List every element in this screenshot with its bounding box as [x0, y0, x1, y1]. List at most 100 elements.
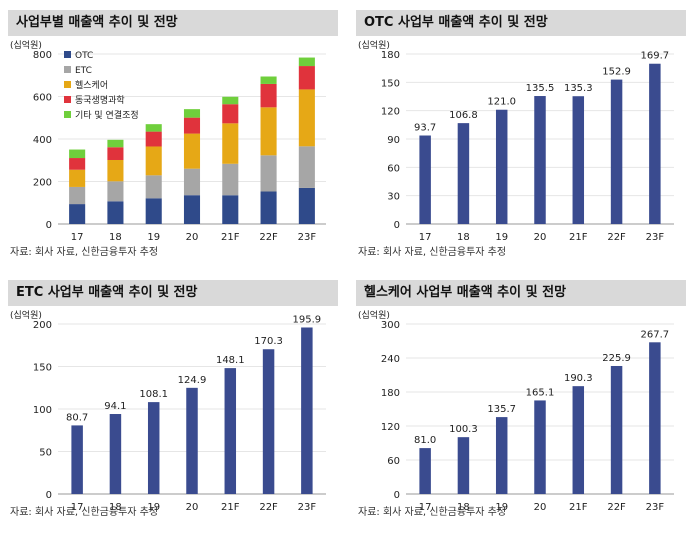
data-label: 124.9 [178, 375, 207, 386]
data-label: 225.9 [602, 353, 631, 364]
bar [572, 96, 585, 224]
y-tick-label: 120 [381, 422, 400, 433]
bar-segment [107, 159, 124, 182]
x-tick-label: 19 [495, 502, 508, 513]
x-tick-label: 18 [109, 502, 122, 513]
bar-segment [183, 168, 201, 196]
panel-title: 사업부별 매출액 추이 및 전망 [8, 10, 338, 36]
panel-title: ETC 사업부 매출액 추이 및 전망 [8, 280, 338, 306]
bar [649, 342, 661, 494]
x-tick-label: 23F [646, 502, 665, 513]
bar [572, 386, 585, 494]
y-tick-label: 240 [381, 354, 400, 365]
x-tick-label: 17 [71, 502, 84, 513]
data-label: 135.3 [564, 83, 593, 94]
bar [419, 448, 431, 494]
bar-segment [107, 181, 124, 202]
y-tick-label: 600 [33, 93, 52, 104]
bar [534, 400, 546, 494]
x-tick-label: 19 [147, 232, 160, 243]
y-tick-label: 100 [33, 405, 52, 416]
legend-label: OTC [75, 51, 93, 61]
bar-segment [260, 83, 277, 108]
legend-label: 기타 및 연결조정 [75, 109, 139, 121]
bar-segment [69, 149, 86, 159]
bar [186, 387, 198, 494]
bar [301, 327, 313, 494]
x-tick-label: 17 [419, 502, 432, 513]
legend-swatch [64, 51, 71, 58]
bar-segment [145, 175, 162, 199]
data-label: 190.3 [564, 373, 593, 384]
chart-etc-sales: (십억원) 0 50 100 150 200 80.7 17 94.1 18 108.1 19 124.… [10, 309, 326, 513]
y-axis-unit-label: (십억원) [358, 39, 390, 51]
data-label: 135.7 [487, 404, 516, 415]
y-tick-label: 0 [46, 220, 52, 231]
bar-segment [145, 198, 162, 224]
legend-label: 헬스케어 [75, 80, 108, 91]
bar [495, 417, 508, 494]
x-tick-label: 22F [259, 232, 278, 243]
data-label: 195.9 [293, 314, 322, 325]
y-tick-label: 800 [33, 50, 52, 61]
data-label: 108.1 [139, 389, 168, 400]
bar [649, 63, 661, 224]
data-label: 93.7 [414, 123, 436, 134]
x-tick-label: 17 [71, 232, 84, 243]
bar-segment [298, 146, 315, 188]
y-tick-label: 180 [381, 388, 400, 399]
bar-segment [222, 123, 239, 164]
y-tick-label: 50 [39, 448, 52, 459]
bar-segment [260, 76, 277, 84]
panel-etc-sales: ETC 사업부 매출액 추이 및 전망 (십억원) 0 50 100 150 200 80.… [8, 280, 338, 540]
bar-segment [145, 124, 162, 132]
x-tick-label: 18 [109, 232, 122, 243]
y-tick-label: 30 [387, 192, 400, 203]
x-tick-label: 20 [186, 502, 199, 513]
x-tick-label: 22F [607, 502, 626, 513]
y-axis-unit-label: (십억원) [10, 39, 42, 51]
bar-segment [222, 163, 239, 196]
y-axis-unit-label: (십억원) [358, 309, 390, 321]
legend-label: 동국생명과학 [75, 95, 125, 106]
y-tick-label: 0 [394, 220, 400, 231]
panel-healthcare-sales: 헬스케어 사업부 매출액 추이 및 전망 (십억원) 0 60 120 180 240 30… [356, 280, 686, 540]
bar-segment [145, 131, 162, 147]
data-label: 267.7 [641, 329, 670, 340]
chart-healthcare-sales: (십억원) 0 60 120 180 240 300 81.0 17 100.3 18 135.7 19… [358, 309, 674, 513]
bar [610, 79, 623, 224]
bar [147, 402, 160, 494]
bar-segment [298, 89, 315, 147]
data-label: 94.1 [104, 401, 126, 412]
y-tick-label: 60 [387, 456, 400, 467]
y-tick-label: 90 [387, 135, 400, 146]
source-note: 자료: 회사 자료, 신한금융투자 추정 [358, 247, 507, 258]
chart-otc-sales: (십억원) 0 30 60 90 120 150 180 93.7 17 106.8 18 121.0 1… [358, 39, 674, 243]
legend-swatch [64, 66, 71, 73]
bar-segment [69, 186, 86, 205]
bar-segment [298, 57, 315, 67]
bar [534, 96, 546, 224]
bar [457, 437, 470, 494]
y-axis-unit-label: (십억원) [10, 309, 42, 321]
x-tick-label: 19 [147, 502, 160, 513]
data-label: 170.3 [254, 336, 283, 347]
x-tick-label: 22F [607, 232, 626, 243]
bar-segment [69, 204, 86, 224]
bar-segment [298, 187, 315, 224]
y-tick-label: 180 [381, 50, 400, 61]
bar-segment [260, 155, 277, 192]
x-tick-label: 19 [495, 232, 508, 243]
y-tick-label: 150 [33, 363, 52, 374]
x-tick-label: 20 [534, 502, 547, 513]
bar-segment [183, 133, 201, 169]
bar-segment [107, 201, 124, 224]
legend-swatch [64, 81, 71, 88]
bar [457, 123, 470, 224]
bar [71, 425, 83, 494]
y-tick-label: 0 [46, 490, 52, 501]
panel-title: 헬스케어 사업부 매출액 추이 및 전망 [356, 280, 686, 306]
panel-title: OTC 사업부 매출액 추이 및 전망 [356, 10, 686, 36]
source-note: 자료: 회사 자료, 신한금융투자 추정 [10, 507, 159, 518]
data-label: 106.8 [449, 110, 478, 121]
